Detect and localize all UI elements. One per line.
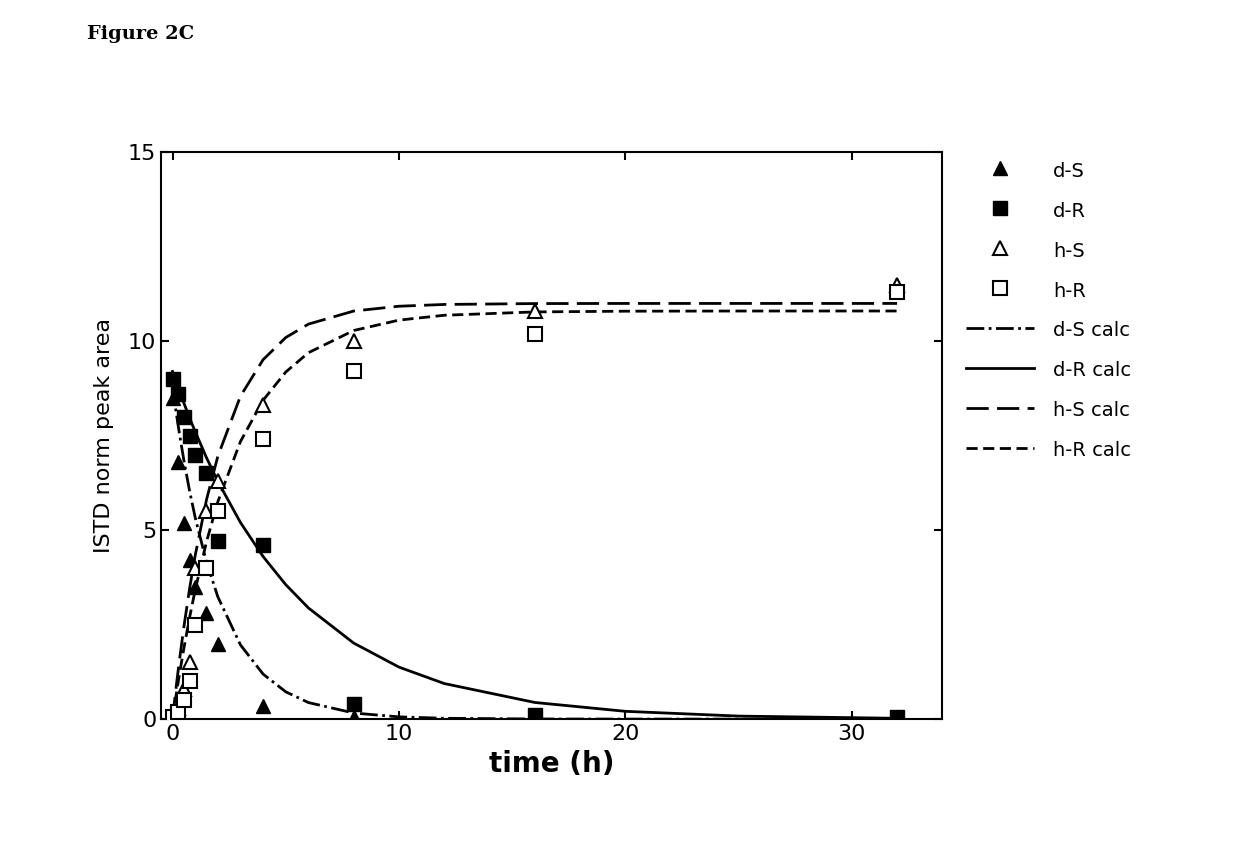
Text: Figure 2C: Figure 2C [87,25,193,43]
Legend: d-S, d-R, h-S, h-R, d-S calc, d-R calc, h-S calc, h-R calc: d-S, d-R, h-S, h-R, d-S calc, d-R calc, … [959,152,1140,468]
Y-axis label: ISTD norm peak area: ISTD norm peak area [94,318,114,553]
X-axis label: time (h): time (h) [489,750,615,777]
